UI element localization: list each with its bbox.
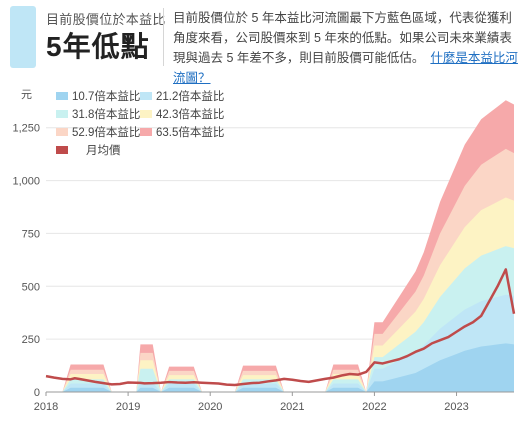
legend-label: 42.3倍本益比 bbox=[156, 107, 224, 121]
legend-swatch bbox=[56, 92, 68, 100]
x-tick-label: 2020 bbox=[198, 401, 222, 413]
legend-swatch bbox=[56, 110, 68, 118]
rating-accent-bar bbox=[10, 6, 36, 68]
rating-caption: 目前股價位於本益比 bbox=[46, 12, 166, 27]
x-tick-label: 2022 bbox=[362, 401, 386, 413]
legend-swatch-price bbox=[56, 146, 68, 154]
y-unit-label: 元 bbox=[21, 89, 32, 101]
rating-description: 目前股價位於 5 年本益比河流圖最下方藍色區域，代表從獲利角度來看，公司股價來到… bbox=[173, 8, 523, 88]
legend-label: 63.5倍本益比 bbox=[156, 125, 224, 139]
band-3 bbox=[46, 246, 514, 392]
x-tick-label: 2021 bbox=[280, 401, 304, 413]
y-tick-label: 1,000 bbox=[12, 176, 40, 188]
rating-header: 目前股價位於本益比 5年低點 目前股價位於 5 年本益比河流圖最下方藍色區域，代… bbox=[0, 0, 528, 85]
header-divider bbox=[163, 8, 164, 66]
price-line bbox=[45, 268, 516, 387]
legend-swatch bbox=[140, 92, 152, 100]
rating-value: 5年低點 bbox=[46, 31, 150, 62]
x-tick-label: 2023 bbox=[444, 401, 468, 413]
legend-label: 21.2倍本益比 bbox=[156, 89, 224, 103]
pe-river-help-link[interactable]: 什麼是本益比河流圖？ bbox=[173, 51, 518, 85]
chart-axes: 0 250 500 750 1,000 1,250 元 2018 2019 2020 2021 202… bbox=[12, 89, 514, 413]
x-tick-label: 2019 bbox=[116, 401, 140, 413]
x-tick-label: 2018 bbox=[34, 401, 58, 413]
y-tick-label: 0 bbox=[34, 387, 40, 399]
legend-label: 10.7倍本益比 bbox=[72, 89, 140, 103]
legend-swatch bbox=[140, 128, 152, 136]
legend-swatch bbox=[56, 128, 68, 136]
y-tick-label: 500 bbox=[22, 281, 40, 293]
legend-label: 52.9倍本益比 bbox=[72, 125, 140, 139]
chart-legend: 10.7倍本益比 21.2倍本益比 31.8倍本益比 42.3倍本益比 52.9倍本益比… bbox=[56, 89, 224, 157]
y-tick-label: 750 bbox=[22, 228, 40, 240]
legend-label: 31.8倍本益比 bbox=[72, 107, 140, 121]
band-2 bbox=[46, 294, 514, 392]
pe-river-chart: 0 250 500 750 1,000 1,250 元 2018 2019 2020 2021 202… bbox=[12, 89, 516, 413]
chart-price-series bbox=[45, 268, 516, 387]
band-4 bbox=[46, 197, 514, 392]
chart-bands bbox=[46, 100, 514, 392]
y-tick-label: 250 bbox=[22, 334, 40, 346]
y-tick-label: 1,250 bbox=[12, 123, 40, 135]
description-text: 目前股價位於 5 年本益比河流圖最下方藍色區域，代表從獲利角度來看，公司股價來到… bbox=[173, 11, 512, 65]
legend-label-price: 月均價 bbox=[86, 143, 121, 157]
legend-swatch bbox=[140, 110, 152, 118]
band-1 bbox=[46, 343, 514, 392]
